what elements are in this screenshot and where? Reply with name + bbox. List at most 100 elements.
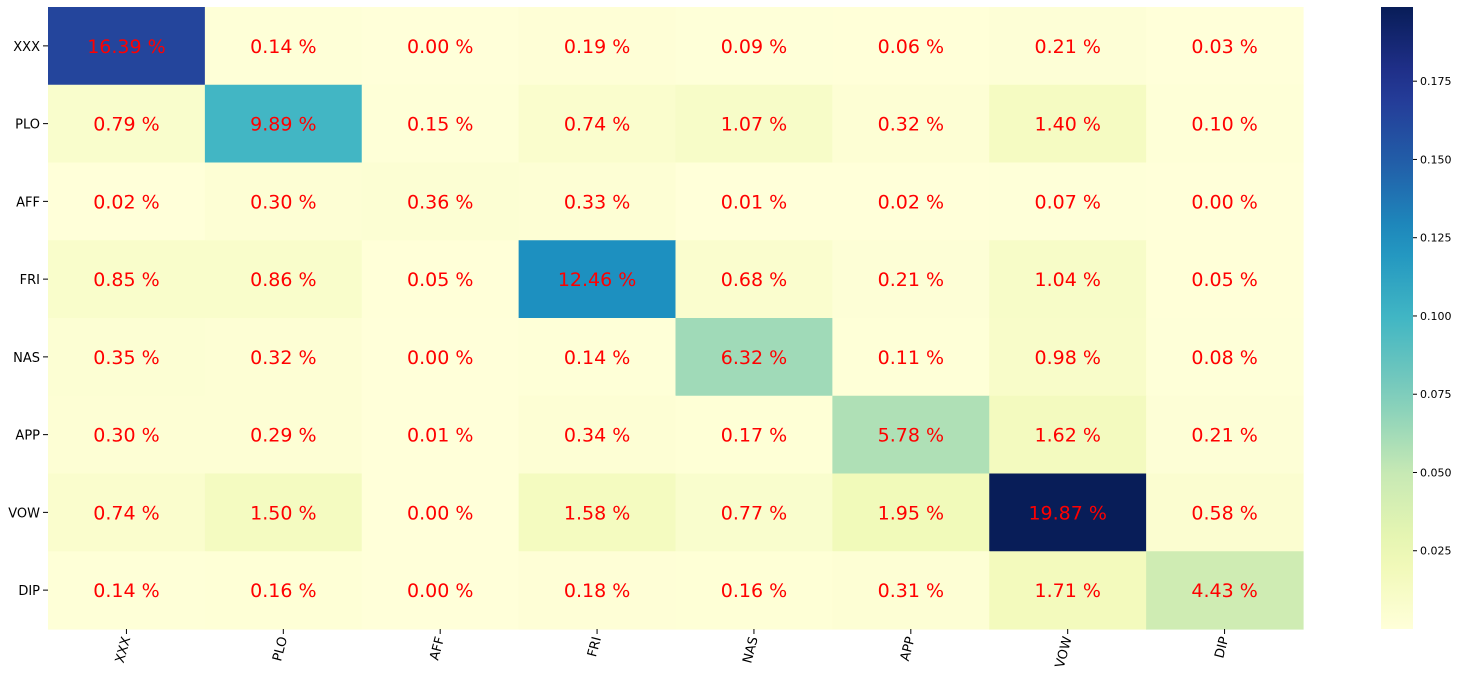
cell-label-plo-fri: 0.74 %: [564, 114, 630, 136]
heatmap-cell-aff-vow: [989, 162, 1147, 241]
cell-label-dip-fri: 0.18 %: [564, 580, 630, 602]
y-tick-label-aff: AFF: [16, 195, 40, 210]
heatmap-cell-vow-aff: [361, 473, 520, 552]
y-axis: XXX PLO AFF FRI NAS APP VOW DIP: [8, 40, 48, 599]
heatmap-cell-xxx-fri: [518, 7, 677, 86]
heatmap-cell-fri-app: [832, 240, 990, 319]
heatmap-cell-xxx-dip: [1146, 7, 1304, 86]
cell-label-app-app: 5.78 %: [878, 425, 944, 447]
y-tick-label-vow: VOW: [8, 506, 40, 521]
cell-label-fri-xxx: 0.85 %: [93, 269, 159, 291]
heatmap-cell-aff-fri: [518, 162, 677, 241]
cell-label-aff-fri: 0.33 %: [564, 191, 630, 213]
heatmap-cell-dip-dip: [1146, 551, 1304, 630]
heatmap-cell-xxx-vow: [989, 7, 1147, 86]
cell-label-xxx-dip: 0.03 %: [1191, 36, 1257, 58]
heatmap-cell-fri-xxx: [48, 240, 206, 319]
heatmap-cell-xxx-app: [832, 7, 990, 86]
cell-label-fri-app: 0.21 %: [878, 269, 944, 291]
cell-label-fri-aff: 0.05 %: [407, 269, 473, 291]
heatmap-cell-plo-app: [832, 84, 990, 164]
cell-label-dip-dip: 4.43 %: [1191, 580, 1257, 602]
heatmap-cell-nas-dip: [1146, 318, 1304, 397]
cell-label-nas-vow: 0.98 %: [1034, 347, 1100, 369]
heatmap-cell-plo-xxx: [48, 84, 206, 164]
x-tick-label-app: APP: [898, 635, 919, 663]
cell-label-nas-plo: 0.32 %: [250, 347, 316, 369]
cell-label-plo-app: 0.32 %: [878, 114, 944, 136]
cell-label-fri-nas: 0.68 %: [721, 269, 787, 291]
colorbar-tick-label: 0.050: [1420, 466, 1452, 479]
cell-label-fri-vow: 1.04 %: [1034, 269, 1100, 291]
colorbar-tick-label: 0.075: [1420, 388, 1452, 401]
cell-label-vow-app: 1.95 %: [878, 502, 944, 524]
cell-label-aff-nas: 0.01 %: [721, 191, 787, 213]
cell-label-vow-fri: 1.58 %: [564, 502, 630, 524]
heatmap-cell-nas-plo: [204, 318, 363, 397]
cell-label-plo-aff: 0.15 %: [407, 114, 473, 136]
heatmap-cell-fri-plo: [204, 240, 363, 319]
heatmap-cell-xxx-plo: [204, 7, 363, 86]
cell-label-vow-vow: 19.87 %: [1028, 502, 1107, 524]
x-axis: XXX PLO AFF FRI NAS APP VOW DIP: [113, 629, 1232, 670]
cell-label-xxx-xxx: 16.39 %: [87, 36, 166, 58]
cell-label-app-aff: 0.01 %: [407, 425, 473, 447]
heatmap-cell-vow-nas: [675, 473, 833, 552]
cell-label-nas-aff: 0.00 %: [407, 347, 473, 369]
heatmap-cell-fri-fri: [518, 240, 677, 319]
colorbar-tick-label: 0.125: [1420, 232, 1452, 245]
heatmap-cell-nas-vow: [989, 318, 1147, 397]
heatmap-cell-app-vow: [989, 395, 1147, 475]
cell-label-plo-xxx: 0.79 %: [93, 114, 159, 136]
heatmap-cell-app-fri: [518, 395, 677, 475]
heatmap-cell-app-nas: [675, 395, 833, 475]
colorbar: 0.025 0.050 0.075 0.100 0.125 0.150 0.175: [1381, 7, 1452, 629]
cell-label-app-plo: 0.29 %: [250, 425, 316, 447]
cell-label-xxx-aff: 0.00 %: [407, 36, 473, 58]
cell-label-xxx-plo: 0.14 %: [250, 36, 316, 58]
heatmap-cell-dip-nas: [675, 551, 833, 630]
cell-label-plo-nas: 1.07 %: [721, 114, 787, 136]
x-tick-label-dip: DIP: [1212, 635, 1232, 660]
cell-label-vow-aff: 0.00 %: [407, 502, 473, 524]
y-tick-label-app: APP: [15, 429, 40, 444]
colorbar-tick-label: 0.025: [1420, 545, 1452, 558]
x-tick-label-nas: NAS: [740, 635, 761, 665]
heatmap-cell-plo-dip: [1146, 84, 1304, 164]
heatmap-cell-vow-vow: [989, 473, 1147, 552]
cell-label-vow-xxx: 0.74 %: [93, 502, 159, 524]
cell-label-fri-fri: 12.46 %: [558, 269, 637, 291]
heatmap-cell-aff-xxx: [48, 162, 206, 241]
heatmap-cell-app-aff: [361, 395, 520, 475]
cell-label-plo-vow: 1.40 %: [1034, 114, 1100, 136]
cell-label-nas-dip: 0.08 %: [1191, 347, 1257, 369]
heatmap-cell-plo-fri: [518, 84, 677, 164]
heatmap-cell-plo-plo: [204, 84, 363, 164]
cell-label-dip-nas: 0.16 %: [721, 580, 787, 602]
x-tick-label-fri: FRI: [585, 635, 605, 659]
heatmap-cells: [48, 7, 1304, 630]
heatmap-cell-aff-aff: [361, 162, 520, 241]
colorbar-gradient: [1381, 7, 1413, 629]
cell-label-nas-app: 0.11 %: [878, 347, 944, 369]
heatmap-cell-vow-fri: [518, 473, 677, 552]
heatmap-cell-vow-xxx: [48, 473, 206, 552]
cell-label-fri-dip: 0.05 %: [1191, 269, 1257, 291]
heatmap-cell-nas-xxx: [48, 318, 206, 397]
heatmap-cell-plo-vow: [989, 84, 1147, 164]
y-tick-label-xxx: XXX: [13, 40, 40, 55]
heatmap-cell-dip-aff: [361, 551, 520, 630]
cell-label-aff-vow: 0.07 %: [1034, 191, 1100, 213]
heatmap-cell-aff-plo: [204, 162, 363, 241]
heatmap-cell-fri-vow: [989, 240, 1147, 319]
x-tick-label-aff: AFF: [427, 635, 448, 662]
colorbar-tick-label: 0.150: [1420, 153, 1452, 166]
heatmap-cell-nas-aff: [361, 318, 520, 397]
cell-label-plo-plo: 9.89 %: [250, 114, 316, 136]
heatmap-cell-fri-dip: [1146, 240, 1304, 319]
cell-label-aff-plo: 0.30 %: [250, 191, 316, 213]
cell-label-xxx-app: 0.06 %: [878, 36, 944, 58]
cell-label-dip-aff: 0.00 %: [407, 580, 473, 602]
heatmap-cell-vow-app: [832, 473, 990, 552]
cell-label-app-nas: 0.17 %: [721, 425, 787, 447]
